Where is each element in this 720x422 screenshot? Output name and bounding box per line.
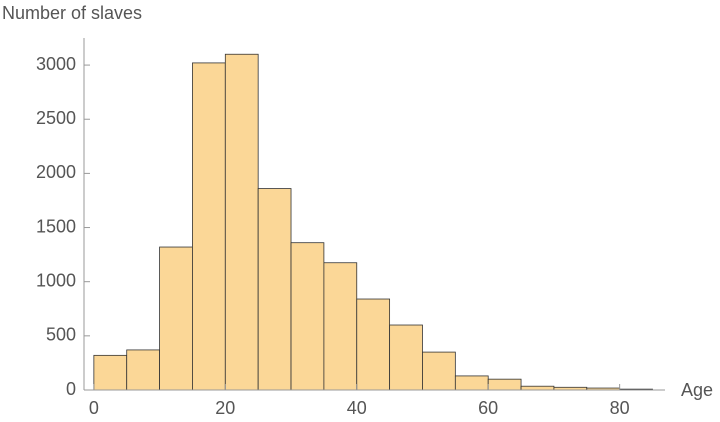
y-tick-label: 1000 <box>36 270 76 290</box>
bar <box>323 262 358 391</box>
x-tick-label: 60 <box>478 398 498 418</box>
bar <box>93 354 128 391</box>
x-tick-label: 20 <box>215 398 235 418</box>
bar <box>159 246 193 391</box>
bar <box>389 324 423 391</box>
y-axis-label: Number of slaves <box>2 3 142 23</box>
bar <box>257 188 292 391</box>
bar <box>454 375 489 391</box>
y-tick-label: 2000 <box>36 162 76 182</box>
y-tick-label: 3000 <box>36 54 76 74</box>
x-axis-label: Age <box>681 380 713 400</box>
bar <box>192 62 226 391</box>
y-tick-label: 2500 <box>36 108 76 128</box>
bar <box>126 349 160 391</box>
bar <box>290 242 325 391</box>
y-tick-label: 1500 <box>36 216 76 236</box>
bar <box>487 378 522 391</box>
y-tick-label: 500 <box>46 325 76 345</box>
bar <box>422 351 456 391</box>
x-tick-label: 0 <box>89 398 99 418</box>
y-tick-label: 0 <box>66 379 76 399</box>
bar <box>224 53 259 391</box>
x-tick-label: 40 <box>347 398 367 418</box>
bar <box>356 298 391 391</box>
bar <box>520 385 555 391</box>
x-tick-label: 80 <box>610 398 630 418</box>
